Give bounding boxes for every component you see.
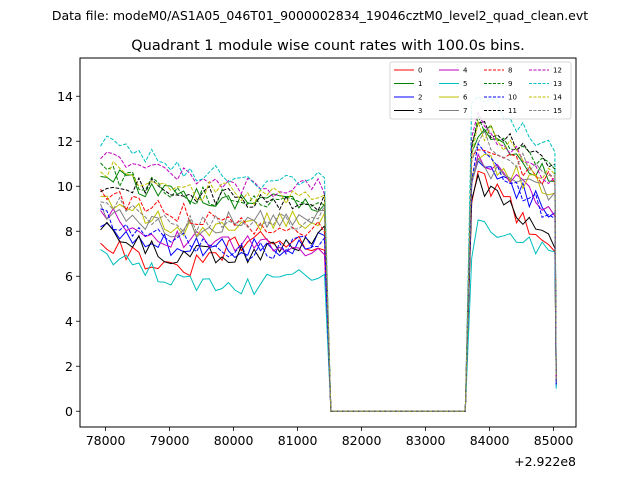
series-line-7 <box>100 157 557 412</box>
y-tick-label: 12 <box>57 134 73 149</box>
chart-title: Quadrant 1 module wise count rates with … <box>131 38 525 54</box>
legend-label-10: 10 <box>508 94 517 102</box>
series-line-6 <box>100 153 557 412</box>
y-tick-label: 4 <box>65 314 73 329</box>
legend-label-2: 2 <box>418 94 422 102</box>
series-line-10 <box>100 142 557 412</box>
suptitle: Data file: modeM0/AS1A05_046T01_90000028… <box>52 8 588 23</box>
series-line-2 <box>100 160 557 412</box>
legend-frame <box>389 61 572 120</box>
x-tick-label: 78000 <box>86 433 126 448</box>
y-tick-label: 10 <box>57 179 73 194</box>
axes-background <box>80 58 576 427</box>
series-line-8 <box>100 149 557 412</box>
legend-label-9: 9 <box>508 80 512 88</box>
series-line-3 <box>100 173 557 412</box>
plot-area <box>79 57 577 428</box>
legend-label-12: 12 <box>553 67 562 75</box>
series-line-0 <box>100 170 557 412</box>
legend-label-6: 6 <box>463 94 468 102</box>
x-offset-label: +2.922e8 <box>514 454 576 469</box>
series-line-15 <box>100 129 557 412</box>
legend-label-8: 8 <box>508 67 512 75</box>
x-tick-label: 83000 <box>406 433 446 448</box>
series-line-5 <box>100 219 557 412</box>
y-tick-label: 2 <box>65 359 73 374</box>
x-tick-label: 82000 <box>342 433 382 448</box>
legend-label-15: 15 <box>553 107 562 115</box>
x-axis: 78000 79000 80000 81000 82000 83000 84000 85000 <box>86 427 574 448</box>
x-tick-label: 80000 <box>214 433 254 448</box>
legend-label-0: 0 <box>418 67 422 75</box>
y-tick-label: 6 <box>65 269 73 284</box>
x-tick-label: 79000 <box>150 433 190 448</box>
x-tick-label: 81000 <box>278 433 318 448</box>
legend-label-3: 3 <box>418 107 422 115</box>
legend-label-4: 4 <box>463 67 468 75</box>
series-line-14 <box>100 119 557 412</box>
legend-label-7: 7 <box>463 107 467 115</box>
x-tick-label: 84000 <box>470 433 510 448</box>
legend-label-11: 11 <box>508 107 517 115</box>
y-tick-label: 14 <box>57 89 73 104</box>
legend-label-14: 14 <box>553 94 562 102</box>
series-line-9 <box>100 114 557 412</box>
y-axis: 0 2 4 6 8 10 12 14 <box>57 89 80 419</box>
y-tick-label: 8 <box>65 224 73 239</box>
legend-label-13: 13 <box>553 80 562 88</box>
legend-label-5: 5 <box>463 80 467 88</box>
legend-label-1: 1 <box>418 80 422 88</box>
x-tick-label: 85000 <box>534 433 574 448</box>
series-line-12 <box>100 111 557 412</box>
axes-frame <box>79 57 577 428</box>
y-tick-label: 0 <box>65 404 73 419</box>
